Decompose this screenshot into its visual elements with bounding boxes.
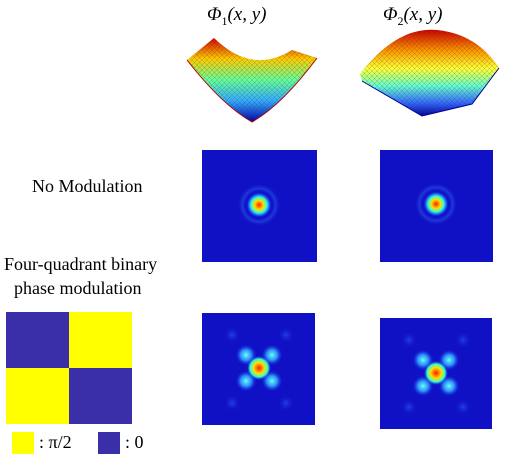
column-title-phi2: Φ2(x, y) <box>383 4 443 28</box>
psf-no-modulation-phi2 <box>380 150 493 262</box>
mask-quadrant-bottom-right <box>69 368 132 424</box>
mask-quadrant-top-right <box>69 312 132 368</box>
psf-four-quadrant-phi2 <box>380 318 492 429</box>
row-label-four-quadrant-line2: phase modulation <box>14 278 142 298</box>
legend-swatch-yellow <box>12 432 34 454</box>
four-quadrant-phase-mask <box>6 312 132 424</box>
psf-no-modulation-phi1 <box>202 150 317 262</box>
row-label-no-modulation: No Modulation <box>32 176 143 196</box>
legend-label-pi-half: : π/2 <box>39 432 72 452</box>
legend-label-zero: : 0 <box>125 432 144 452</box>
column-title-phi1: Φ1(x, y) <box>207 4 267 28</box>
mask-quadrant-bottom-left <box>6 368 69 424</box>
concave-phase-surface <box>186 38 318 123</box>
convex-phase-surface <box>360 29 500 117</box>
legend-swatch-blue <box>98 432 120 454</box>
row-label-four-quadrant-line1: Four-quadrant binary <box>4 254 158 274</box>
psf-four-quadrant-phi1 <box>202 313 315 425</box>
mask-quadrant-top-left <box>6 312 69 368</box>
